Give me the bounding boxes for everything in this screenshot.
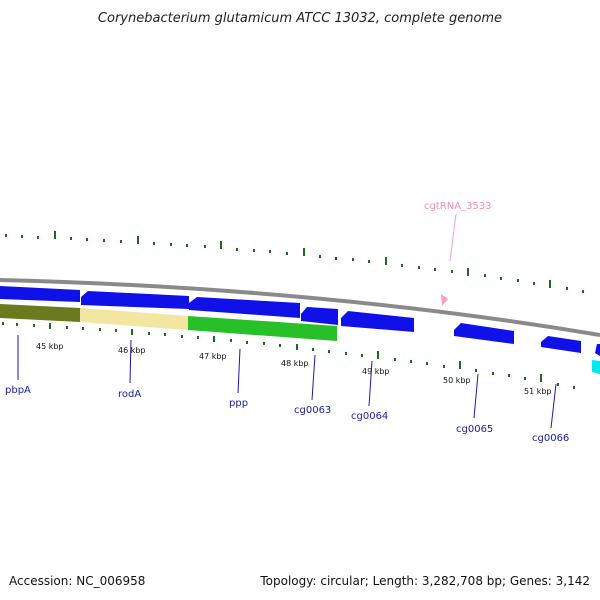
gene-arrow[interactable] xyxy=(341,311,414,332)
gene-label-cg0064[interactable]: cg0064 xyxy=(351,411,388,422)
outer-tick-ring xyxy=(5,231,584,293)
tick-labels: 45 kbp 46 kbp 47 kbp 48 kbp 49 kbp 50 kb… xyxy=(36,342,552,396)
tick-label: 45 kbp xyxy=(36,342,64,351)
accession-text: Accession: NC_006958 xyxy=(9,574,146,588)
cds-track-upper xyxy=(0,286,600,356)
gene-label-ppp[interactable]: ppp xyxy=(229,398,248,409)
gene-label-pbpA[interactable]: pbpA xyxy=(5,385,31,396)
topology-text: Topology: circular; Length: 3,282,708 bp… xyxy=(260,574,590,588)
gene-arrow[interactable] xyxy=(595,344,600,356)
rna-feature-cgtRNA_3533[interactable] xyxy=(441,294,448,306)
rna-label-cgtRNA_3533[interactable]: cgtRNA_3533 xyxy=(424,201,492,212)
map-title: Corynebacterium glutamicum ATCC 13032, c… xyxy=(98,11,502,26)
gene-labels: pbpA rodA ppp cg0063 cg0064 cg0065 cg006… xyxy=(5,385,569,444)
tick-label: 46 kbp xyxy=(118,346,146,355)
gene-label-cg0065[interactable]: cg0065 xyxy=(456,424,493,435)
gene-arrow[interactable] xyxy=(81,291,189,309)
gene-arrow[interactable] xyxy=(0,286,80,302)
colored-block-track xyxy=(0,304,600,374)
rna-leader xyxy=(449,213,457,262)
tick-label: 47 kbp xyxy=(199,352,227,361)
gene-label-rodA[interactable]: rodA xyxy=(118,389,141,400)
gene-arrow[interactable] xyxy=(301,307,338,325)
inner-tick-ring xyxy=(2,322,575,389)
label-leaders xyxy=(17,335,557,429)
gene-label-cg0066[interactable]: cg0066 xyxy=(532,433,569,444)
gene-label-cg0063[interactable]: cg0063 xyxy=(294,405,331,416)
tick-label: 51 kbp xyxy=(524,387,552,396)
gene-arrow[interactable] xyxy=(454,323,514,344)
tick-label: 50 kbp xyxy=(443,376,471,385)
tick-label: 48 kbp xyxy=(281,359,309,368)
gene-arrow[interactable] xyxy=(189,297,300,318)
genome-backbone xyxy=(0,278,600,337)
tick-label: 49 kbp xyxy=(362,367,390,376)
gene-arrow[interactable] xyxy=(541,336,581,353)
